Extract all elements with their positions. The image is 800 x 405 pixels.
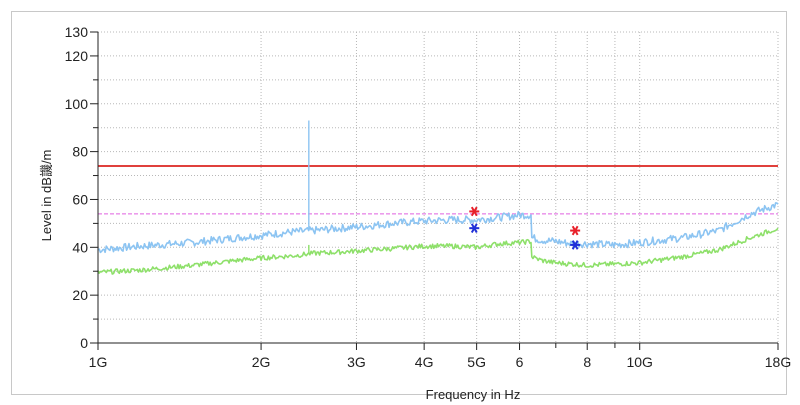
- peak-marker: [570, 240, 581, 250]
- y-tick-label: 40: [72, 239, 88, 255]
- series: [97, 120, 779, 275]
- peak-marker: [469, 206, 480, 217]
- series-trace: [97, 202, 779, 254]
- x-tick-label: 2G: [252, 354, 271, 370]
- peak-marker: [570, 225, 581, 236]
- y-axis-title: Level in dB譏/m: [39, 150, 54, 242]
- y-tick-label: 100: [65, 96, 89, 112]
- y-tick-label: 0: [80, 335, 88, 351]
- peak-marker: [469, 223, 480, 233]
- series-trace: [97, 227, 779, 275]
- markers: [469, 206, 581, 250]
- x-tick-label: 4G: [415, 354, 434, 370]
- x-tick-label: 1G: [89, 354, 108, 370]
- x-tick-label: 8: [583, 354, 591, 370]
- marker-stroke: [470, 223, 478, 233]
- axes: 0 20 40 60 80 100 120 130 1G 2G 3G 4G 5G 6 8 10G 18G: [65, 24, 792, 370]
- y-tick-label: 60: [72, 191, 88, 207]
- y-tick-label: 120: [65, 48, 89, 64]
- y-tick-label: 20: [72, 287, 88, 303]
- x-tick-label: 3G: [347, 354, 366, 370]
- x-tick-label: 5G: [467, 354, 486, 370]
- marker-stroke: [571, 225, 579, 236]
- x-axis-title: Frequency in Hz: [426, 387, 521, 402]
- x-tick-label: 10G: [626, 354, 652, 370]
- grid: [98, 31, 779, 343]
- plot-area: [98, 32, 778, 343]
- y-tick-label: 130: [65, 24, 89, 40]
- limit-lines: [98, 164, 778, 215]
- y-tick-label: 80: [72, 144, 88, 160]
- x-tick-label: 6: [516, 354, 524, 370]
- marker-stroke: [470, 206, 478, 217]
- marker-stroke: [571, 240, 579, 250]
- x-tick-label: 18G: [765, 354, 791, 370]
